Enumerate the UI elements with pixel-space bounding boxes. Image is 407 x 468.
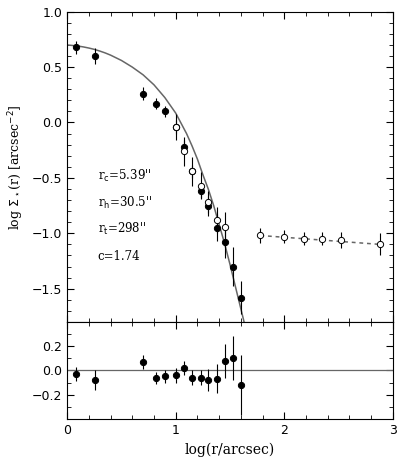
Y-axis label: log $\Sigma_\star$(r) [arcsec$^{-2}$]: log $\Sigma_\star$(r) [arcsec$^{-2}$]: [7, 104, 26, 230]
Text: r$_{\rm t}$=298'': r$_{\rm t}$=298'': [98, 221, 146, 237]
X-axis label: log(r/arcsec): log(r/arcsec): [185, 442, 275, 457]
Text: r$_{\rm h}$=30.5'': r$_{\rm h}$=30.5'': [98, 195, 152, 211]
Text: r$_{\rm c}$=5.39'': r$_{\rm c}$=5.39'': [98, 168, 151, 184]
Text: c=1.74: c=1.74: [98, 250, 140, 263]
